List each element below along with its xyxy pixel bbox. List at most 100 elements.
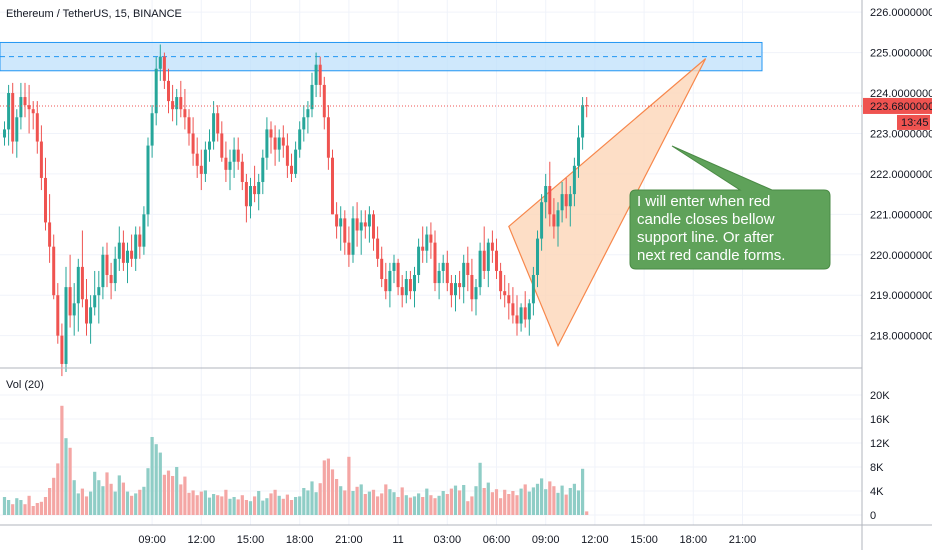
volume-axis[interactable]: 20K 16K 12K 8K 4K 0 — [870, 390, 890, 522]
candle-body — [121, 242, 125, 263]
volume-bar — [466, 501, 470, 515]
volume-bar — [121, 482, 125, 515]
candle-body — [507, 295, 511, 304]
candle-body — [568, 194, 572, 207]
symbol-title[interactable]: Ethereum / TetherUS, 15, BINANCE — [6, 8, 182, 20]
candle-body — [109, 274, 113, 284]
time-axis[interactable]: 09:00 12:00 15:00 18:00 21:00 11 03:00 06:00 09:… — [138, 534, 756, 546]
volume-bar — [285, 494, 289, 515]
volume-bar — [371, 489, 376, 515]
volume-bar — [93, 471, 97, 515]
volume-bar — [269, 493, 273, 515]
annotation-line: candle closes bellow — [637, 211, 775, 228]
candle-body — [208, 141, 211, 150]
volume-bar — [68, 447, 72, 515]
price-tick-label: 221.00000000 — [870, 209, 932, 221]
candle-body — [11, 93, 15, 142]
volume-bar — [248, 501, 253, 515]
candle-body — [253, 186, 257, 195]
candle-body — [404, 279, 408, 296]
price-tick-label: 222.00000000 — [870, 169, 932, 181]
candle-body — [130, 250, 134, 259]
volume-bar — [39, 501, 43, 515]
volume-bar — [400, 487, 404, 515]
candle-body — [556, 210, 560, 227]
candle-body — [52, 246, 56, 296]
candle-body — [146, 145, 150, 215]
volume-bar — [212, 493, 216, 515]
candle-body — [331, 157, 334, 215]
volume-bar — [142, 486, 146, 515]
candle-body — [281, 137, 285, 146]
candle-body — [564, 194, 568, 207]
volume-bar — [441, 490, 445, 515]
time-tick-label: 15:00 — [630, 534, 658, 546]
volume-bar — [535, 483, 540, 515]
volume-bar — [175, 466, 179, 515]
volume-bar — [117, 475, 121, 515]
candle-body — [367, 214, 371, 227]
volume-bar — [359, 484, 363, 515]
volume-bar — [15, 498, 19, 515]
volume-tick-label: 16K — [870, 414, 890, 426]
volume-bar — [60, 405, 64, 515]
candle-body — [48, 222, 52, 247]
price-tick-label: 223.00000000 — [870, 128, 932, 140]
volume-bar — [48, 487, 52, 515]
volume-bar — [84, 496, 89, 515]
candle-body — [519, 307, 523, 324]
price-tick-label: 220.00000000 — [870, 250, 932, 262]
volume-bar — [572, 483, 576, 515]
candle-body — [425, 234, 429, 251]
candle-body — [171, 101, 175, 110]
annotation-line: support line. Or after — [637, 229, 774, 246]
annotation-bubble[interactable] — [629, 145, 831, 270]
candle-body — [199, 165, 203, 174]
volume-bar — [392, 492, 396, 515]
time-tick-label: 09:00 — [138, 534, 166, 546]
volume-indicator-label[interactable]: Vol (20) — [6, 379, 44, 391]
candle-body — [44, 177, 47, 223]
candle-body — [138, 234, 142, 247]
candle-body — [302, 117, 306, 130]
candle-body — [39, 141, 43, 178]
candle-body — [261, 157, 265, 182]
annotation-line: I will enter when red — [637, 193, 770, 210]
annotation-callout[interactable]: I will enter when red candle closes bell… — [629, 145, 831, 270]
time-tick-label: 06:00 — [483, 534, 511, 546]
candle-body — [536, 238, 539, 275]
candle-body — [97, 287, 101, 296]
volume-bar — [429, 495, 433, 515]
candle-body — [216, 113, 220, 134]
volume-bar — [462, 484, 466, 515]
candle-body — [384, 279, 388, 292]
volume-bar — [433, 498, 437, 515]
candle-body — [577, 137, 580, 166]
candle-body — [339, 218, 343, 227]
candle-body — [105, 254, 109, 275]
candle-body — [310, 84, 314, 110]
price-axis[interactable]: 226.00000000225.00000000224.00000000223.… — [870, 7, 932, 343]
candle-body — [400, 287, 404, 296]
price-tick-label: 224.00000000 — [870, 88, 932, 100]
volume-bar — [581, 468, 585, 515]
candle-body — [380, 258, 384, 280]
candle-body — [503, 291, 507, 296]
candle-body — [462, 262, 466, 288]
candle-body — [322, 84, 326, 118]
candle-body — [388, 270, 392, 292]
volume-bar — [244, 499, 248, 515]
volume-bar — [150, 436, 154, 515]
time-tick-label: 09:00 — [532, 534, 560, 546]
candle-body — [552, 214, 556, 227]
volume-bar — [449, 488, 453, 515]
volume-tick-label: 20K — [870, 390, 890, 402]
volume-bar — [216, 495, 220, 515]
volume-bar — [56, 463, 60, 515]
candle-body — [351, 218, 355, 255]
candle-body — [89, 307, 93, 324]
volume-bar — [277, 495, 281, 515]
volume-bar — [89, 491, 93, 515]
candle-body — [117, 242, 121, 259]
